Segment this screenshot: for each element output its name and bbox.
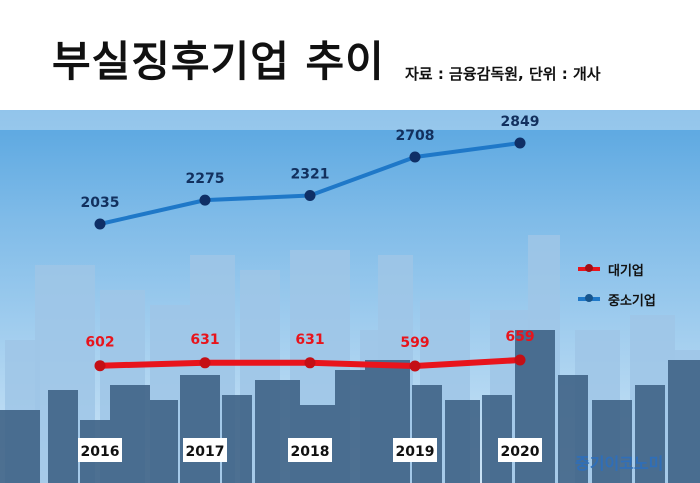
data-point	[304, 357, 316, 369]
legend-swatch-sme	[578, 297, 600, 301]
data-point	[94, 218, 106, 230]
building-front	[335, 370, 365, 483]
data-point	[409, 151, 421, 163]
data-point	[409, 360, 421, 372]
data-label: 2321	[291, 167, 330, 183]
x-tick-label: 2020	[501, 444, 540, 460]
tick-label-box	[393, 438, 437, 462]
x-tick-label: 2016	[81, 444, 120, 460]
data-point	[199, 194, 211, 206]
x-tick-label: 2017	[186, 444, 225, 460]
building-front	[412, 385, 442, 483]
legend-label-large: 대기업	[608, 263, 644, 279]
legend: 대기업 중소기업	[578, 254, 656, 314]
building-front	[255, 380, 300, 483]
chart-marks: 602 631 631 599 659 2035 2275 2321 2708 2849 2016 2…	[78, 114, 542, 462]
building-front	[635, 385, 665, 483]
x-tick-label: 2018	[291, 444, 330, 460]
legend-item-sme: 중소기업	[578, 284, 656, 314]
data-label: 599	[400, 335, 429, 351]
building-front	[150, 400, 178, 483]
data-label: 659	[505, 329, 534, 345]
data-point	[304, 190, 316, 202]
building-front	[668, 360, 700, 483]
building-front	[592, 400, 632, 483]
tick-label-box	[183, 438, 227, 462]
x-tick-label: 2019	[396, 444, 435, 460]
data-label: 2275	[186, 171, 225, 187]
page-title: 부실징후기업 추이	[52, 37, 385, 86]
title-band-fade	[0, 100, 700, 130]
legend-label-sme: 중소기업	[608, 293, 656, 309]
building-front	[180, 375, 220, 483]
legend-item-large: 대기업	[578, 254, 656, 284]
data-label: 2708	[396, 128, 435, 144]
building-front	[0, 410, 40, 483]
tick-label-box	[288, 438, 332, 462]
building-front	[445, 400, 480, 483]
data-point	[514, 354, 526, 366]
legend-swatch-large	[578, 267, 600, 271]
data-label: 631	[190, 332, 219, 348]
data-point	[94, 360, 106, 372]
data-label: 602	[85, 335, 114, 351]
title-band	[0, 0, 700, 110]
tick-label-box	[78, 438, 122, 462]
watermark: 중기이코노미	[575, 454, 664, 473]
building-front	[365, 360, 410, 483]
source-note: 자료 : 금융감독원, 단위 : 개사	[405, 65, 601, 83]
building-front	[558, 375, 588, 483]
tick-label-box	[498, 438, 542, 462]
data-label: 2849	[501, 114, 540, 130]
data-point	[199, 357, 211, 369]
data-label: 631	[295, 332, 324, 348]
building-front	[48, 390, 78, 483]
data-label: 2035	[81, 195, 120, 211]
building-front	[110, 385, 150, 483]
data-point	[514, 137, 526, 149]
